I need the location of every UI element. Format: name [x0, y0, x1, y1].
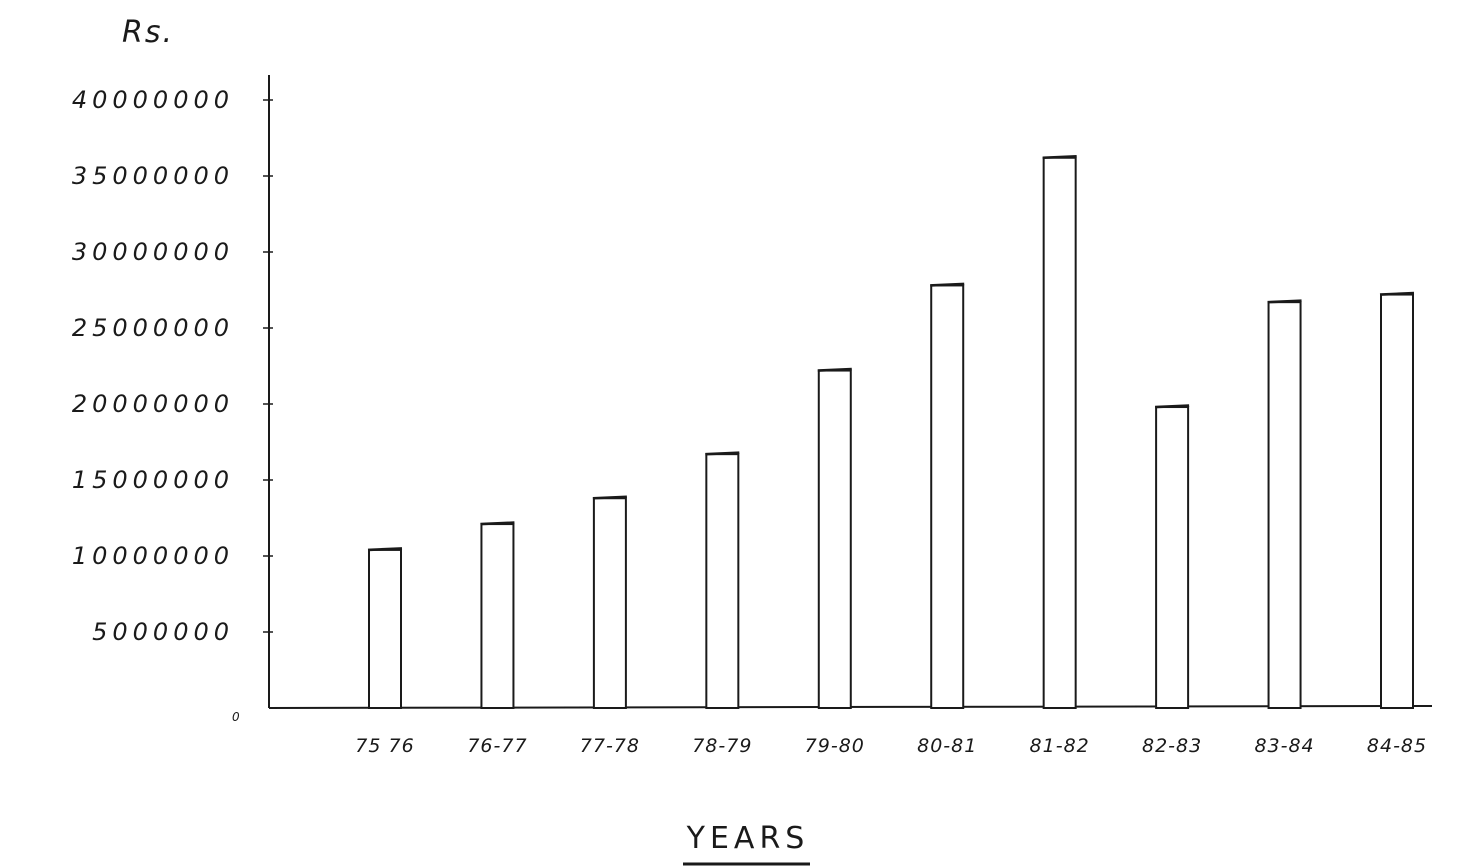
bars — [367, 154, 1415, 710]
x-tick-label: 79-80 — [805, 735, 865, 757]
bar-top-cap — [367, 547, 403, 552]
y-axis-title: Rs. — [122, 15, 174, 50]
y-axis-ticks: 5000000 10000000 15000000 20000000 25000000 3… — [72, 86, 273, 646]
x-tick-label: 76-77 — [467, 735, 527, 757]
x-tick-label: 77-78 — [580, 735, 640, 757]
x-axis-title: YEARS — [686, 821, 810, 856]
x-tick-label: 84-85 — [1367, 735, 1427, 757]
y-tick-label: 35000000 — [72, 162, 234, 190]
y-tick-label: 25000000 — [72, 314, 234, 342]
y-tick-label: 15000000 — [72, 466, 234, 494]
bar — [368, 548, 402, 709]
bar — [480, 523, 515, 710]
x-tick-label: 81-82 — [1030, 735, 1090, 757]
y-tick-label: 20000000 — [72, 390, 234, 418]
y-tick-label: 5000000 — [92, 618, 234, 646]
bar — [1380, 293, 1414, 709]
bar-top-cap — [480, 521, 515, 526]
x-tick-label: 82-83 — [1142, 735, 1202, 757]
x-tick-label: 80-81 — [917, 735, 977, 757]
bar — [1267, 301, 1302, 709]
bar — [705, 453, 740, 709]
bar — [930, 284, 965, 709]
x-axis-ticks: 75 76 76-77 77-78 78-79 79-80 80-81 81-82 82-83… — [355, 735, 1427, 757]
y-axis-zero-label: 0 — [232, 710, 240, 724]
bar-top-cap — [1267, 299, 1302, 304]
x-tick-label: 78-79 — [692, 735, 752, 757]
y-tick-label: 40000000 — [72, 86, 234, 114]
bar — [817, 369, 852, 709]
bar-top-cap — [705, 451, 740, 456]
bar — [1042, 156, 1077, 709]
bar-top-cap — [817, 367, 852, 372]
y-tick-label: 10000000 — [72, 542, 234, 570]
y-tick-label: 30000000 — [72, 238, 234, 266]
bar — [592, 497, 627, 709]
x-tick-label: 83-84 — [1254, 735, 1314, 757]
bar-top-cap — [930, 282, 965, 287]
bar — [1155, 406, 1190, 709]
x-tick-label: 75 76 — [355, 735, 414, 757]
bar-top-cap — [592, 495, 627, 500]
bar-top-cap — [1155, 404, 1190, 409]
bar-top-cap — [1042, 154, 1077, 160]
bar-top-cap — [1379, 291, 1415, 296]
